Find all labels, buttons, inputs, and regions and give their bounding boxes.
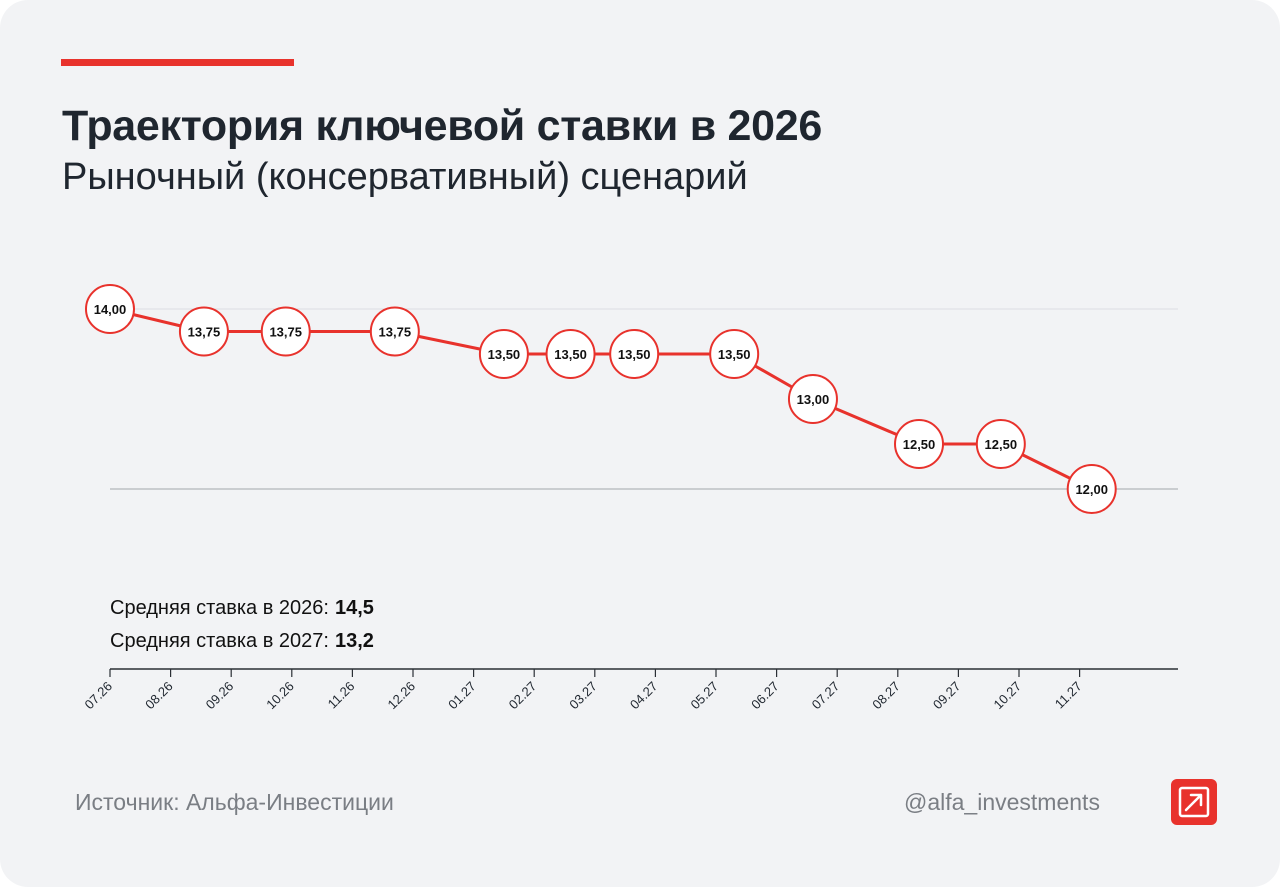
chart-subtitle: Рыночный (консервативный) сценарий: [62, 156, 748, 198]
data-label: 13,75: [379, 325, 412, 340]
series-line: [109, 307, 1093, 491]
x-tick-label: 10.26: [263, 679, 297, 713]
x-tick-label: 01.27: [445, 679, 479, 713]
x-tick-label: 09.27: [930, 679, 964, 713]
x-tick-label: 08.26: [142, 679, 176, 713]
avg-rate-2026-value: 14,5: [334, 597, 374, 619]
avg-rate-2027: Средняя ставка в 2027: 13,2: [110, 630, 374, 653]
x-tick-label: 02.27: [506, 679, 540, 713]
source-text: Источник: Альфа-Инвестиции: [75, 789, 394, 815]
data-point: [609, 329, 660, 379]
x-tick-label: 09.26: [203, 679, 237, 713]
data-point: [85, 284, 135, 334]
social-handle[interactable]: @alfa_investments: [904, 789, 1100, 815]
arrow-up-right-icon: [1178, 786, 1210, 818]
chart-title: Траектория ключевой ставки в 2026: [62, 102, 822, 150]
avg-rate-2027-value: 13,2: [334, 630, 374, 652]
data-point: [1066, 464, 1117, 514]
accent-bar: [61, 59, 294, 66]
data-point: [975, 419, 1026, 469]
data-label: 13,50: [554, 347, 587, 362]
x-tick-label: 10.27: [991, 679, 1025, 713]
avg-rate-2027-label: Средняя ставка в 2027:: [110, 630, 329, 652]
data-point: [709, 329, 760, 379]
data-label: 12,50: [903, 437, 936, 452]
data-point: [545, 329, 596, 379]
data-point: [178, 306, 229, 357]
x-tick-label: 11.27: [1052, 679, 1085, 712]
data-label: 13,00: [797, 392, 830, 407]
avg-rate-2026-label: Средняя ставка в 2026:: [110, 597, 329, 619]
data-label: 12,00: [1075, 482, 1108, 497]
data-point: [260, 306, 311, 357]
data-point: [787, 374, 838, 424]
avg-rate-2026: Средняя ставка в 2026: 14,5: [110, 597, 374, 620]
x-tick-label: 07.26: [82, 679, 116, 713]
data-label: 13,50: [618, 347, 651, 362]
data-point: [894, 419, 945, 469]
data-label: 13,50: [718, 347, 751, 362]
x-tick-label: 07.27: [809, 679, 843, 713]
data-point: [478, 329, 529, 379]
x-tick-label: 05.27: [688, 679, 722, 713]
data-label: 13,50: [488, 347, 521, 362]
x-tick-label: 03.27: [566, 679, 600, 713]
x-tick-label: 11.26: [325, 679, 358, 712]
alfa-logo[interactable]: [1171, 779, 1217, 825]
data-label: 13,75: [188, 325, 221, 340]
data-label: 13,75: [269, 325, 302, 340]
data-label: 12,50: [985, 437, 1018, 452]
x-tick-label: 08.27: [869, 679, 903, 713]
x-tick-label: 06.27: [748, 679, 782, 713]
data-label: 14,00: [94, 302, 127, 317]
x-tick-label: 12.26: [385, 679, 419, 713]
x-tick-label: 04.27: [627, 679, 661, 713]
data-point: [369, 306, 420, 357]
